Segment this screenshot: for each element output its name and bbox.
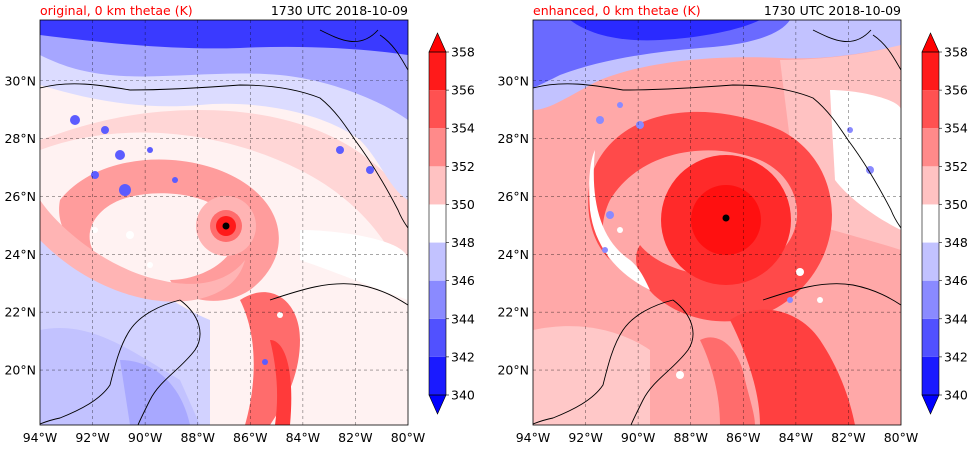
left-y-ticks: 20°N 22°N 24°N 26°N 28°N 30°N	[4, 73, 36, 377]
right-axes-frame	[532, 19, 902, 426]
x-tick-label: 90°W	[621, 430, 656, 445]
colorbar-tick-label: 340	[944, 388, 968, 403]
y-tick-label: 24°N	[497, 247, 529, 262]
y-tick-label: 20°N	[497, 363, 529, 378]
colorbar-tick-label: 342	[944, 349, 968, 364]
colorbar-tick-label: 358	[451, 45, 475, 60]
colorbar-extend-min	[921, 394, 940, 415]
left-title: original, 0 km thetae (K)	[40, 3, 193, 18]
colorbar-segment	[922, 90, 939, 129]
x-tick-label: 92°W	[75, 430, 110, 445]
right-grid	[533, 20, 901, 425]
left-x-ticks: 94°W 92°W 90°W 88°W 86°W 84°W 82°W 80°W	[23, 430, 426, 445]
colorbar-segment	[922, 318, 939, 357]
colorbar-segment	[922, 166, 939, 205]
x-tick-label: 92°W	[568, 430, 603, 445]
colorbar-tick-label: 356	[944, 83, 968, 98]
y-tick-label: 28°N	[4, 131, 36, 146]
colorbar-tick-label: 354	[451, 121, 475, 136]
colorbar-tick-label: 356	[451, 83, 475, 98]
colorbar-segment	[922, 280, 939, 319]
x-tick-label: 82°W	[338, 430, 373, 445]
x-tick-label: 84°W	[779, 430, 814, 445]
right-y-ticks: 20°N 22°N 24°N 26°N 28°N 30°N	[497, 73, 529, 377]
y-tick-label: 26°N	[4, 189, 36, 204]
left-storm-center	[222, 222, 230, 230]
colorbar-segment	[429, 356, 446, 395]
colorbar-tick-label: 344	[451, 311, 475, 326]
right-time: 1730 UTC 2018-10-09	[764, 3, 901, 18]
x-tick-label: 88°W	[673, 430, 708, 445]
colorbar-tick-label: 344	[944, 311, 968, 326]
right-storm-center	[722, 214, 730, 222]
colorbar-segment	[429, 204, 446, 243]
colorbar-segment	[922, 128, 939, 167]
colorbar-segment	[922, 204, 939, 243]
colorbar-frame	[428, 51, 447, 396]
colorbar-tick-label: 352	[944, 159, 968, 174]
x-tick-label: 86°W	[726, 430, 761, 445]
x-tick-label: 80°W	[391, 430, 426, 445]
colorbar-tick-label: 354	[944, 121, 968, 136]
colorbar-tick-label: 350	[451, 197, 475, 212]
y-tick-label: 30°N	[4, 73, 36, 88]
left-colorbar: 340 342 344 346 348 350 352 354 356 358	[428, 32, 475, 415]
right-colorbar: 340 342 344 346 348 350 352 354 356 358	[921, 32, 968, 415]
left-field	[40, 20, 408, 425]
x-tick-label: 94°W	[516, 430, 551, 445]
colorbar-tick-label: 342	[451, 349, 475, 364]
colorbar-tick-label: 352	[451, 159, 475, 174]
x-tick-label: 84°W	[286, 430, 321, 445]
colorbar-frame	[921, 51, 940, 396]
colorbar-extend-max	[428, 32, 447, 53]
y-tick-label: 26°N	[497, 189, 529, 204]
colorbar-segment	[429, 52, 446, 91]
right-title: enhanced, 0 km thetae (K)	[533, 3, 701, 18]
colorbar-segment	[429, 166, 446, 205]
colorbar-extend-min	[428, 394, 447, 415]
colorbar-segment	[922, 242, 939, 281]
y-tick-label: 30°N	[497, 73, 529, 88]
colorbar-segment	[922, 356, 939, 395]
colorbar-tick-label: 346	[944, 273, 968, 288]
colorbar-segment	[429, 318, 446, 357]
right-field	[533, 20, 901, 425]
x-tick-label: 90°W	[128, 430, 163, 445]
colorbar-segment	[429, 280, 446, 319]
y-tick-label: 22°N	[4, 305, 36, 320]
colorbar-tick-label: 340	[451, 388, 475, 403]
colorbar-extend-max	[921, 32, 940, 53]
right-x-ticks: 94°W 92°W 90°W 88°W 86°W 84°W 82°W 80°W	[516, 430, 919, 445]
colorbar-segment	[429, 90, 446, 129]
y-tick-label: 28°N	[497, 131, 529, 146]
x-tick-label: 82°W	[831, 430, 866, 445]
x-tick-label: 86°W	[233, 430, 268, 445]
left-time: 1730 UTC 2018-10-09	[271, 3, 408, 18]
left-grid	[40, 20, 408, 425]
colorbar-segment	[922, 52, 939, 91]
colorbar-tick-label: 348	[451, 235, 475, 250]
x-tick-label: 88°W	[180, 430, 215, 445]
right-panel: enhanced, 0 km thetae (K) 1730 UTC 2018-…	[497, 3, 918, 445]
colorbar-tick-label: 348	[944, 235, 968, 250]
y-tick-label: 24°N	[4, 247, 36, 262]
left-panel: original, 0 km thetae (K) 1730 UTC 2018-…	[4, 3, 425, 445]
y-tick-label: 20°N	[4, 363, 36, 378]
y-tick-label: 22°N	[497, 305, 529, 320]
colorbar-tick-label: 346	[451, 273, 475, 288]
x-tick-label: 94°W	[23, 430, 58, 445]
colorbar-segment	[429, 242, 446, 281]
colorbar-tick-label: 358	[944, 45, 968, 60]
x-tick-label: 80°W	[884, 430, 919, 445]
left-axes-frame	[39, 19, 409, 426]
colorbar-segment	[429, 128, 446, 167]
colorbar-tick-label: 350	[944, 197, 968, 212]
